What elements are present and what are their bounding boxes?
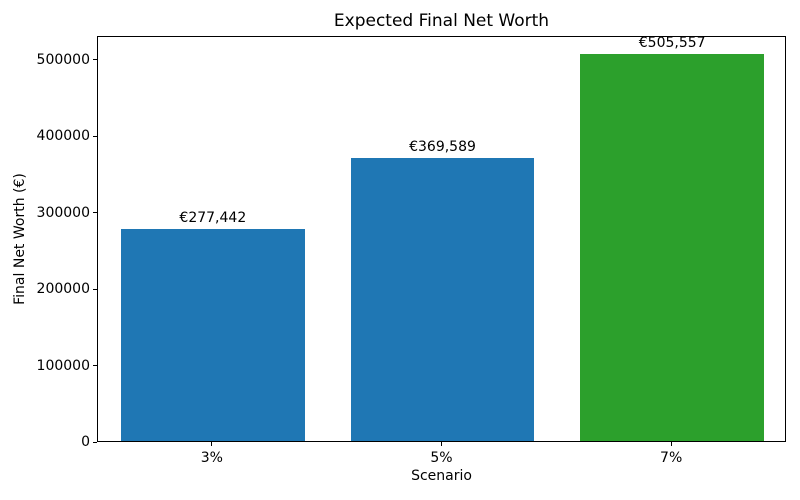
y-tick-mark bbox=[93, 212, 97, 214]
y-tick-label: 500000 bbox=[36, 51, 90, 68]
bar-7% bbox=[580, 54, 765, 441]
y-tick-label: 100000 bbox=[36, 357, 90, 374]
y-tick-mark bbox=[93, 288, 97, 290]
x-tick-mark bbox=[670, 442, 672, 446]
x-tick-mark bbox=[211, 442, 213, 446]
x-tick-mark bbox=[441, 442, 442, 446]
chart-title: Expected Final Net Worth bbox=[333, 11, 550, 31]
y-tick-label: 0 bbox=[81, 434, 90, 450]
plot-area: €277,442 €369,589 €505,557 bbox=[97, 36, 786, 442]
x-tick-label: 7% bbox=[660, 450, 683, 466]
y-tick-mark bbox=[93, 59, 97, 61]
bar-value-label: €277,442 bbox=[179, 209, 247, 226]
y-tick-label: 400000 bbox=[36, 128, 90, 145]
bar-value-label: €505,557 bbox=[638, 35, 706, 52]
y-tick-label: 200000 bbox=[36, 281, 90, 298]
bar-3% bbox=[120, 228, 305, 441]
x-tick-label: 5% bbox=[430, 450, 453, 466]
y-tick-mark bbox=[93, 365, 97, 367]
y-tick-label: 300000 bbox=[36, 204, 90, 221]
x-axis-label: Scenario bbox=[411, 468, 472, 484]
y-tick-mark bbox=[93, 441, 97, 443]
bar-5% bbox=[350, 158, 535, 441]
bar-value-label: €369,589 bbox=[409, 139, 476, 156]
y-tick-mark bbox=[93, 135, 97, 137]
x-tick-label: 3% bbox=[200, 450, 223, 466]
